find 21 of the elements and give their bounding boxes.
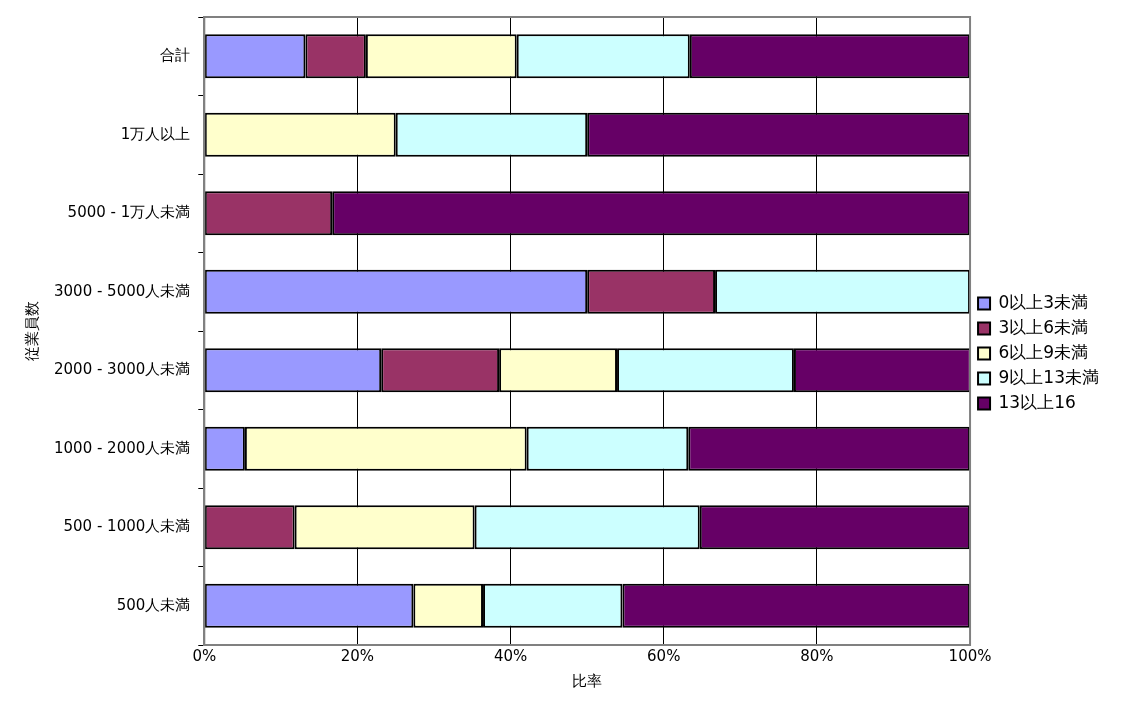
y-axis-title: 従業員数	[22, 301, 41, 361]
y-tick-label: 合計	[160, 46, 191, 65]
x-tick-label: 20%	[340, 646, 375, 665]
x-axis-title: 比率	[572, 671, 603, 690]
y-tick-label: 5000 - 1万人未満	[67, 203, 191, 222]
y-tick-label: 2000 - 3000人未満	[54, 360, 191, 379]
y-tick-label: 3000 - 5000人未満	[54, 281, 191, 300]
y-tick-label: 1000 - 2000人未満	[54, 438, 191, 457]
x-tick-label: 60%	[647, 646, 681, 665]
legend-label: 3以上6未満	[998, 316, 1089, 337]
x-tick-label: 0%	[192, 646, 217, 665]
legend-label: 9以上13未満	[998, 366, 1100, 387]
y-tick-label: 500 - 1000人未満	[63, 517, 191, 536]
legend-label: 13以上16	[998, 391, 1076, 412]
x-tick-label: 80%	[800, 646, 834, 665]
y-tick-label: 500人未満	[116, 595, 191, 614]
legend-label: 6以上9未満	[998, 341, 1089, 362]
x-tick-label: 40%	[493, 646, 528, 665]
x-tick-label: 100%	[948, 646, 992, 665]
legend-label: 0以上3未満	[998, 291, 1089, 312]
y-tick-label: 1万人以上	[120, 124, 191, 143]
